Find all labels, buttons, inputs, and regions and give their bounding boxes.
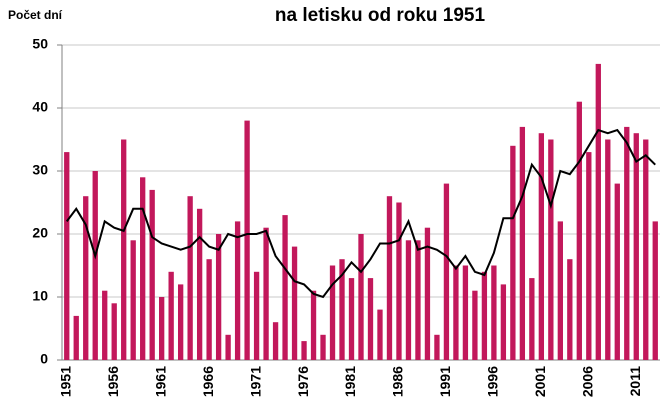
bar bbox=[320, 334, 326, 360]
bar bbox=[244, 120, 250, 360]
x-tick-label: 1951 bbox=[57, 366, 73, 397]
y-tick-label: 10 bbox=[32, 288, 48, 304]
bar bbox=[234, 221, 241, 360]
bar bbox=[396, 202, 402, 360]
x-tick-label: 1991 bbox=[437, 366, 453, 397]
bar bbox=[443, 183, 450, 360]
bar bbox=[453, 265, 459, 360]
bar bbox=[462, 265, 469, 360]
bar bbox=[377, 309, 383, 360]
bar bbox=[282, 215, 288, 360]
bar bbox=[415, 240, 421, 360]
y-tick-label: 40 bbox=[32, 99, 48, 115]
bar bbox=[339, 259, 345, 360]
bar bbox=[529, 278, 535, 360]
bar bbox=[187, 196, 193, 360]
x-tick-label: 1976 bbox=[295, 366, 311, 397]
bar bbox=[472, 290, 478, 360]
bar bbox=[196, 208, 203, 360]
bar bbox=[111, 303, 117, 360]
y-tick-label: 30 bbox=[32, 162, 48, 178]
bar bbox=[367, 278, 374, 360]
bar bbox=[652, 221, 658, 360]
bar bbox=[140, 177, 146, 360]
bar bbox=[595, 63, 601, 361]
bar bbox=[500, 284, 507, 360]
y-tick-label: 20 bbox=[32, 225, 48, 241]
bar bbox=[605, 139, 611, 360]
bar bbox=[177, 284, 184, 360]
bar bbox=[206, 259, 212, 360]
bar bbox=[310, 290, 317, 360]
bar bbox=[434, 334, 440, 360]
bar bbox=[301, 341, 307, 360]
bar bbox=[291, 246, 298, 360]
bar bbox=[130, 240, 136, 360]
line bbox=[65, 128, 656, 299]
bar bbox=[329, 265, 336, 360]
x-tick-label: 1981 bbox=[342, 366, 358, 397]
bar bbox=[614, 183, 620, 360]
bar bbox=[263, 227, 269, 360]
bar bbox=[272, 322, 279, 360]
y-axis-label: Počet dní bbox=[8, 8, 63, 22]
bar bbox=[121, 139, 127, 360]
bar bbox=[491, 265, 497, 360]
bar bbox=[83, 196, 89, 360]
x-tick-label: 2006 bbox=[580, 366, 596, 397]
x-tick-label: 1996 bbox=[485, 366, 501, 397]
bar bbox=[159, 297, 165, 360]
bar bbox=[348, 278, 355, 360]
bar bbox=[557, 221, 563, 360]
bar bbox=[519, 126, 526, 361]
bar bbox=[386, 196, 393, 360]
bar bbox=[92, 171, 98, 360]
bar bbox=[538, 133, 545, 360]
chart-title: na letisku od roku 1951 bbox=[275, 5, 486, 26]
bar bbox=[358, 234, 364, 360]
x-tick-label: 1961 bbox=[152, 366, 168, 397]
bar bbox=[576, 101, 582, 360]
bar bbox=[624, 126, 630, 361]
bar bbox=[481, 271, 488, 360]
bar bbox=[168, 271, 174, 360]
y-tick-label: 50 bbox=[32, 36, 48, 52]
bar bbox=[510, 145, 516, 360]
bar bbox=[215, 234, 222, 360]
bar bbox=[149, 189, 155, 360]
bar bbox=[405, 240, 412, 360]
bar bbox=[548, 139, 554, 360]
bar bbox=[253, 271, 260, 360]
bar bbox=[586, 152, 592, 360]
y-tick-label: 0 bbox=[40, 351, 48, 367]
bar bbox=[64, 152, 70, 360]
x-tick-label: 1956 bbox=[105, 366, 121, 397]
bar bbox=[73, 315, 79, 360]
bar bbox=[424, 227, 431, 360]
bar bbox=[567, 259, 573, 360]
x-tick-label: 1966 bbox=[200, 366, 216, 397]
x-tick-label: 1971 bbox=[247, 366, 263, 397]
x-tick-label: 2011 bbox=[627, 366, 643, 397]
bar bbox=[102, 290, 108, 360]
bar bbox=[643, 139, 649, 360]
x-tick-label: 1986 bbox=[390, 366, 406, 397]
bar bbox=[225, 334, 231, 360]
x-tick-label: 2001 bbox=[532, 366, 548, 397]
bar bbox=[633, 133, 639, 360]
